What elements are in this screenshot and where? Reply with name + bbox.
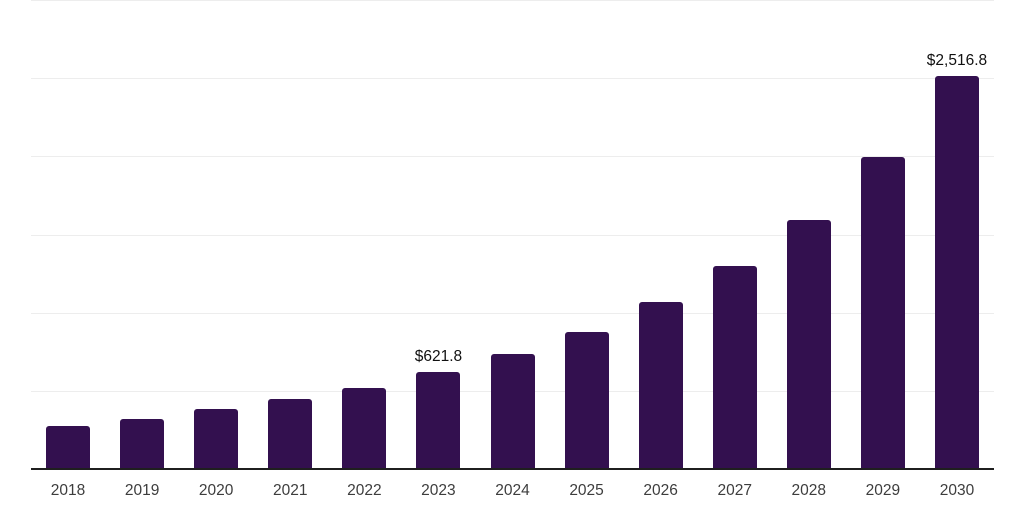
bar-2029 xyxy=(860,157,905,469)
gridline-1000 xyxy=(31,312,994,314)
x-tick-2026: 2026 xyxy=(643,482,678,499)
x-tick-2029: 2029 xyxy=(865,482,901,499)
x-axis-line xyxy=(31,468,994,470)
bar-2024 xyxy=(490,354,535,469)
x-axis-labels: 2018 2019 2020 2021 2022 2023 2024 2025 2026 2027… xyxy=(31,482,994,500)
plot-area: $621.8 $2,516.8 xyxy=(31,0,994,470)
gridline-2500 xyxy=(31,78,994,80)
x-tick-2019: 2019 xyxy=(124,482,160,499)
x-tick-2028: 2028 xyxy=(791,482,827,499)
gridline-1500 xyxy=(31,234,994,236)
bar-2026 xyxy=(638,302,683,469)
bar-2021 xyxy=(268,399,313,469)
bar-2022 xyxy=(342,387,387,469)
x-tick-2023: 2023 xyxy=(421,482,456,499)
x-tick-2030: 2030 xyxy=(939,482,975,499)
gridline-2000 xyxy=(31,156,994,158)
bar-2018 xyxy=(46,426,91,469)
x-tick-2021: 2021 xyxy=(273,482,308,499)
bar-2020 xyxy=(194,409,239,469)
bar-2028 xyxy=(786,219,831,469)
x-tick-2018: 2018 xyxy=(50,482,86,499)
bar-2027 xyxy=(712,265,757,469)
bar-2019 xyxy=(120,418,165,469)
value-label-2023: $621.8 xyxy=(414,347,463,365)
value-label-2030: $2,516.8 xyxy=(926,51,988,69)
bar-2030 xyxy=(934,75,979,469)
x-tick-2025: 2025 xyxy=(569,482,604,499)
x-tick-2027: 2027 xyxy=(717,482,752,499)
x-tick-2020: 2020 xyxy=(198,482,234,499)
bar-2025 xyxy=(564,332,609,469)
gridline-3000 xyxy=(31,0,994,1)
bar-2023 xyxy=(416,371,461,469)
x-tick-2022: 2022 xyxy=(347,482,382,499)
x-tick-2024: 2024 xyxy=(495,482,530,499)
